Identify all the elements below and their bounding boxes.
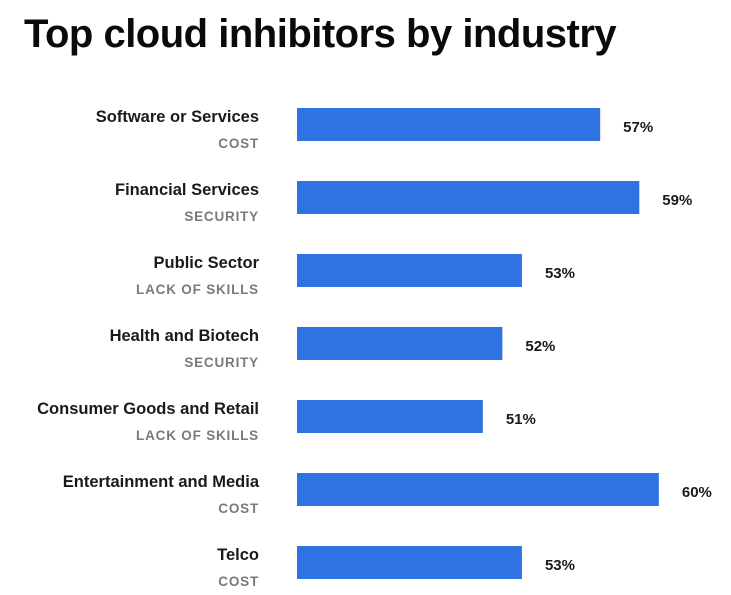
value-label: 53% bbox=[545, 265, 575, 282]
category-label: Consumer Goods and Retail bbox=[37, 400, 259, 418]
bar-group: Financial Services SECURITY 59% bbox=[115, 181, 692, 224]
chart-title: Top cloud inhibitors by industry bbox=[24, 12, 617, 56]
value-label: 57% bbox=[623, 119, 653, 136]
bar bbox=[297, 546, 522, 579]
value-label: 51% bbox=[506, 411, 536, 428]
category-label: Financial Services bbox=[115, 181, 259, 199]
category-label: Software or Services bbox=[96, 108, 259, 126]
bar-group: Consumer Goods and Retail LACK OF SKILLS 5… bbox=[37, 400, 536, 443]
inhibitor-label: LACK OF SKILLS bbox=[136, 282, 259, 297]
bar-group: Public Sector LACK OF SKILLS 53% bbox=[136, 254, 575, 297]
category-label: Public Sector bbox=[154, 254, 260, 272]
inhibitor-label: COST bbox=[218, 136, 259, 151]
inhibitor-label: COST bbox=[218, 501, 259, 516]
inhibitor-label: SECURITY bbox=[184, 209, 259, 224]
bar bbox=[297, 400, 483, 433]
category-label: Health and Biotech bbox=[110, 327, 259, 345]
inhibitor-label: SECURITY bbox=[184, 355, 259, 370]
bar bbox=[297, 181, 640, 214]
bar-group: Entertainment and Media COST 60% bbox=[63, 473, 712, 516]
bar bbox=[297, 473, 659, 506]
bar bbox=[297, 254, 522, 287]
inhibitor-label: COST bbox=[218, 574, 259, 589]
bar-group: Software or Services COST 57% bbox=[96, 108, 653, 151]
value-label: 60% bbox=[682, 484, 712, 501]
bar bbox=[297, 327, 503, 360]
category-label: Telco bbox=[217, 546, 259, 564]
value-label: 53% bbox=[545, 557, 575, 574]
inhibitor-label: LACK OF SKILLS bbox=[136, 428, 259, 443]
bar bbox=[297, 108, 601, 141]
value-label: 52% bbox=[525, 338, 555, 355]
bar-group: Health and Biotech SECURITY 52% bbox=[110, 327, 555, 370]
value-label: 59% bbox=[662, 192, 692, 209]
bar-group: Telco COST 53% bbox=[217, 546, 575, 589]
category-label: Entertainment and Media bbox=[63, 473, 260, 491]
